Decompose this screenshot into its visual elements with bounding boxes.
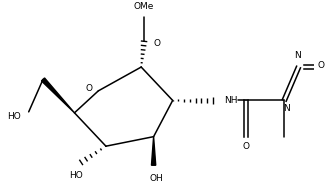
Text: N: N bbox=[283, 104, 289, 113]
Text: HO: HO bbox=[69, 171, 83, 180]
Text: O: O bbox=[85, 83, 92, 92]
Text: O: O bbox=[318, 61, 325, 70]
Polygon shape bbox=[41, 78, 74, 113]
Text: O: O bbox=[154, 39, 161, 48]
Text: HO: HO bbox=[7, 112, 21, 121]
Text: OMe: OMe bbox=[134, 2, 154, 11]
Text: N: N bbox=[294, 51, 301, 60]
Text: O: O bbox=[243, 142, 250, 151]
Text: NH: NH bbox=[224, 96, 238, 105]
Polygon shape bbox=[152, 137, 156, 165]
Text: OH: OH bbox=[150, 174, 163, 183]
